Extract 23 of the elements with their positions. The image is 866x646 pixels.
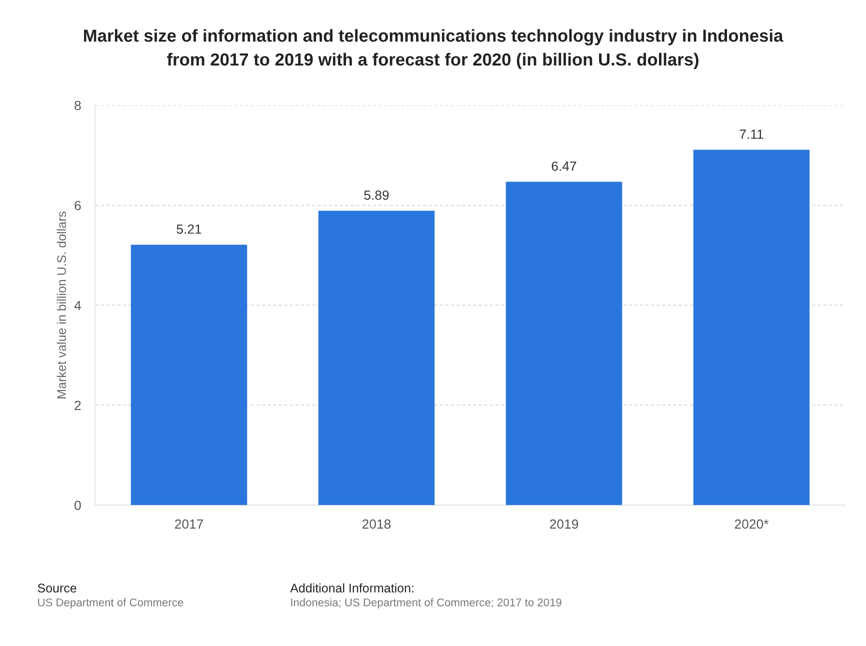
data-label: 5.21 xyxy=(176,224,202,234)
text: Additional Information: xyxy=(290,583,414,593)
data-label: 6.47 xyxy=(552,161,576,171)
bar xyxy=(318,210,435,506)
y-tick-label: 0 xyxy=(74,500,81,510)
x-tick-label: 2020* xyxy=(734,519,769,529)
x-tick-label: 2019 xyxy=(550,519,578,529)
y-tick-label: 8 xyxy=(74,100,81,110)
text: Source xyxy=(38,584,76,593)
data-label: 5.89 xyxy=(364,190,389,200)
bar xyxy=(506,182,622,506)
text: Indonesia; US Department of Commerce; 2017 to 2019 xyxy=(291,598,562,609)
x-tick-label: 2017 xyxy=(174,519,204,529)
text: US Department of Commerce xyxy=(38,598,184,609)
y-tick-label: 2 xyxy=(74,400,81,410)
x-tick-label: 2018 xyxy=(362,519,391,529)
chart-title: Market size of information and telecommunications technology industry in Indonesia from 2017 to 2019 with a forecast for 2020 (in billion U.S. dollars) xyxy=(84,29,784,70)
y-axis-title: Market value in billion U.S. dollars xyxy=(56,212,66,398)
bar xyxy=(130,244,248,506)
bar xyxy=(693,150,810,506)
y-tick-label: 4 xyxy=(74,300,81,310)
y-tick-label: 6 xyxy=(74,200,81,210)
data-label: 7.11 xyxy=(740,130,764,139)
